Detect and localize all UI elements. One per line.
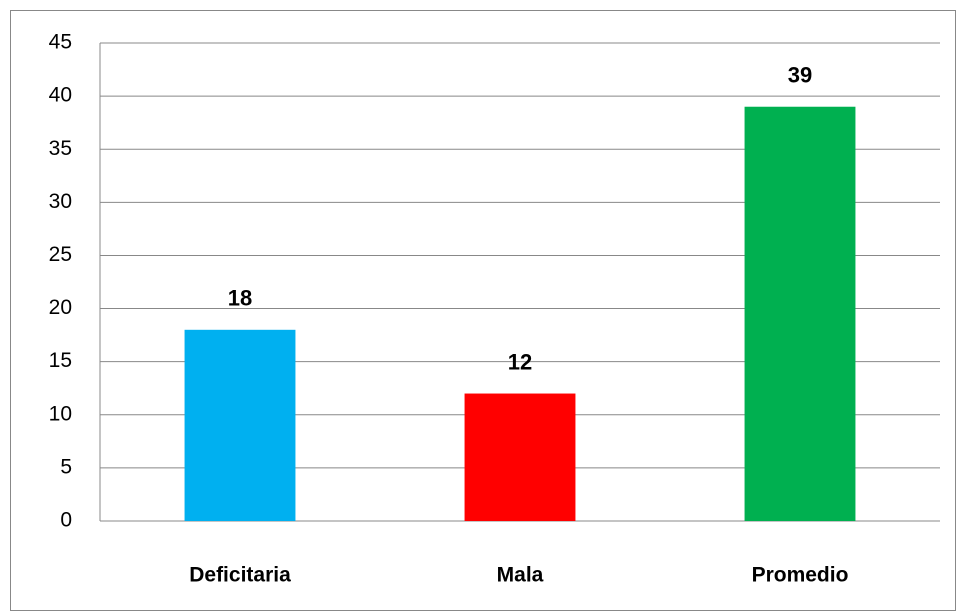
x-tick-label: Deficitaria bbox=[189, 564, 291, 587]
y-tick-label: 20 bbox=[49, 296, 72, 319]
x-tick-label: Mala bbox=[497, 564, 544, 587]
data-label: 39 bbox=[788, 63, 812, 88]
bar bbox=[464, 393, 576, 521]
y-tick-label: 0 bbox=[60, 509, 72, 532]
bar bbox=[744, 106, 856, 521]
y-tick-label: 40 bbox=[49, 84, 72, 107]
data-label: 18 bbox=[228, 286, 252, 311]
y-tick-label: 10 bbox=[49, 402, 72, 425]
y-tick-label: 35 bbox=[49, 137, 72, 160]
y-tick-label: 45 bbox=[49, 31, 72, 54]
x-tick-label: Promedio bbox=[752, 564, 849, 587]
y-tick-label: 25 bbox=[49, 243, 72, 266]
data-label: 12 bbox=[508, 349, 532, 374]
y-tick-label: 30 bbox=[49, 190, 72, 213]
y-tick-label: 15 bbox=[49, 349, 72, 372]
y-tick-label: 5 bbox=[60, 455, 72, 478]
bar bbox=[184, 329, 296, 521]
